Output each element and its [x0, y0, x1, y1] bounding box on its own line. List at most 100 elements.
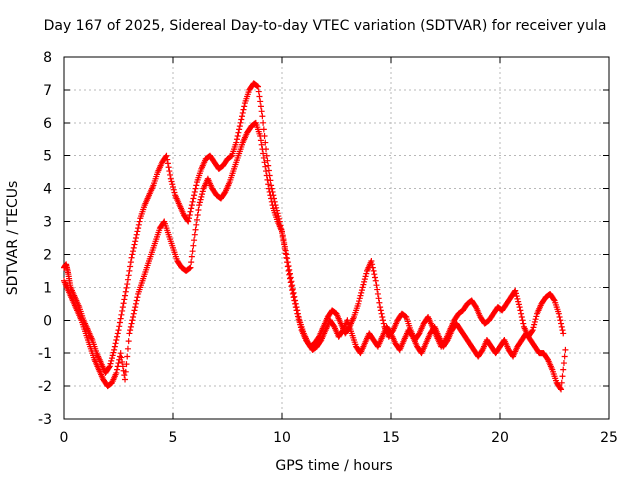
- data-point: [559, 327, 566, 334]
- data-point: [257, 132, 264, 139]
- data-point: [290, 289, 297, 296]
- data-point: [265, 181, 272, 188]
- data-point: [187, 208, 194, 215]
- data-point: [194, 211, 201, 218]
- data-point: [357, 292, 364, 299]
- data-point: [369, 264, 376, 271]
- data-point: [362, 273, 369, 280]
- data-point: [558, 320, 565, 327]
- y-tick-label: -1: [38, 346, 52, 362]
- data-point: [119, 304, 126, 311]
- data-point: [557, 317, 564, 324]
- data-point: [261, 159, 268, 166]
- data-point: [283, 251, 290, 258]
- data-point: [128, 320, 135, 327]
- data-point: [189, 248, 196, 255]
- data-point: [128, 254, 135, 261]
- data-point: [555, 310, 562, 317]
- data-point: [237, 119, 244, 126]
- data-point: [294, 310, 301, 317]
- x-tick-label: 20: [491, 430, 509, 446]
- data-point: [512, 290, 519, 297]
- data-point: [124, 281, 131, 288]
- data-marks: [61, 80, 569, 393]
- data-point: [260, 119, 267, 126]
- data-point: [295, 313, 302, 320]
- data-point: [518, 310, 525, 317]
- data-point: [115, 327, 122, 334]
- data-point: [558, 386, 565, 393]
- data-point: [559, 373, 566, 380]
- data-point: [379, 313, 386, 320]
- data-point: [114, 330, 121, 337]
- data-point: [281, 239, 288, 246]
- data-point: [528, 328, 535, 335]
- axis-ticks: 0 5 10 15 20 25 -3 -2 -1 0 1 2 3 4 5 6 7 8: [38, 50, 618, 446]
- data-point: [516, 304, 523, 311]
- y-tick-label: 6: [43, 116, 52, 132]
- data-point: [114, 366, 121, 373]
- data-point: [191, 192, 198, 199]
- data-point: [530, 324, 537, 331]
- data-point: [265, 185, 272, 192]
- data-point: [257, 98, 264, 105]
- data-point: [111, 346, 118, 353]
- data-point: [197, 196, 204, 203]
- x-tick-label: 0: [60, 430, 69, 446]
- data-point: [130, 313, 137, 320]
- data-point: [124, 276, 131, 283]
- data-point: [560, 360, 567, 367]
- data-point: [241, 103, 248, 110]
- data-point: [131, 241, 138, 248]
- data-point: [286, 266, 293, 273]
- data-point: [187, 264, 194, 271]
- data-point: [114, 333, 121, 340]
- data-point: [519, 317, 526, 324]
- data-point: [191, 237, 198, 244]
- data-point: [518, 313, 525, 320]
- data-point: [288, 278, 295, 285]
- data-point: [167, 171, 174, 178]
- data-point: [282, 247, 289, 254]
- data-point: [196, 199, 203, 206]
- data-point: [110, 349, 117, 356]
- data-point: [279, 228, 285, 235]
- data-point: [121, 372, 128, 379]
- data-point: [132, 300, 139, 307]
- data-point: [514, 295, 521, 302]
- x-axis-label: GPS time / hours: [275, 458, 392, 474]
- data-point: [127, 323, 134, 330]
- y-tick-label: 1: [43, 280, 52, 296]
- data-point: [377, 307, 384, 314]
- data-point: [199, 191, 206, 198]
- data-point: [356, 298, 363, 305]
- data-point: [122, 288, 129, 295]
- x-tick-label: 10: [273, 430, 291, 446]
- data-point: [195, 207, 202, 214]
- data-point: [112, 340, 119, 347]
- data-point: [186, 211, 193, 218]
- data-point: [376, 299, 383, 306]
- y-tick-label: 0: [43, 313, 52, 329]
- data-point: [170, 183, 176, 190]
- data-point: [289, 282, 296, 289]
- data-point: [257, 103, 264, 110]
- y-axis-label: SDTVAR / TECUs: [5, 181, 21, 296]
- data-point: [171, 189, 178, 196]
- data-point: [369, 261, 376, 268]
- data-point: [124, 345, 131, 352]
- data-point: [135, 225, 142, 232]
- data-point: [118, 311, 125, 318]
- data-point: [116, 319, 123, 326]
- data-point: [190, 242, 197, 249]
- data-point: [126, 330, 133, 337]
- data-point: [259, 113, 266, 120]
- data-point: [119, 358, 126, 365]
- data-point: [263, 172, 270, 179]
- data-point: [358, 289, 365, 296]
- data-point: [550, 296, 557, 303]
- data-point: [374, 290, 381, 297]
- data-point: [284, 259, 291, 266]
- data-point: [240, 106, 247, 113]
